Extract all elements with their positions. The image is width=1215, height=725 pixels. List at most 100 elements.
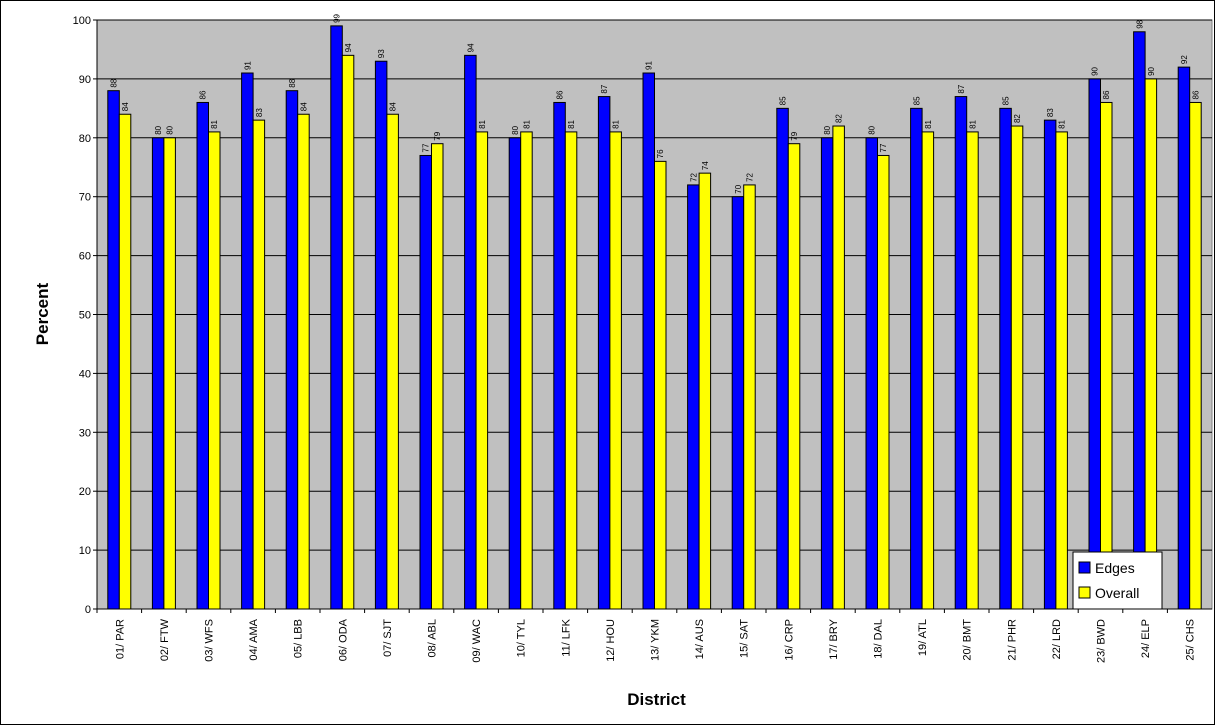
data-label-edges: 80 (511, 125, 520, 134)
bar-edges (597, 96, 611, 610)
x-tick-labels: 01/ PAR 02/ FTW 03/ WFS 04/ AMA 05/ LBB 06/ O… (114, 618, 1196, 663)
bar-edges (241, 72, 254, 610)
bar-edges (910, 107, 923, 610)
data-label-edges: 94 (466, 43, 475, 52)
bar-edges (865, 137, 878, 610)
y-tick-label: 50 (79, 310, 91, 322)
data-label-overall: 79 (433, 131, 442, 140)
bar-overall (1144, 78, 1158, 610)
x-tick-label: 10/ TYL (516, 619, 528, 657)
data-label-overall: 81 (478, 119, 487, 128)
x-tick-label: 15/ SAT (739, 619, 751, 658)
data-label-edges: 87 (957, 84, 966, 93)
y-tick-label: 100 (73, 15, 91, 27)
data-label-overall: 79 (790, 131, 799, 140)
bar-overall (832, 125, 845, 610)
data-label-overall: 82 (1013, 114, 1022, 123)
y-axis-title: Percent (33, 282, 52, 345)
x-tick-label: 25/ CHS (1185, 619, 1197, 661)
data-label-edges: 80 (823, 125, 832, 134)
x-tick-label: 02/ FTW (159, 618, 171, 661)
x-axis-title: District (627, 690, 686, 709)
bar-overall (609, 131, 622, 610)
data-label-edges: 72 (689, 172, 698, 181)
data-label-edges: 92 (1180, 55, 1189, 64)
data-label-edges: 91 (243, 61, 252, 70)
bar-edges (374, 60, 388, 610)
x-tick-label: 03/ WFS (204, 619, 216, 662)
bar-edges (285, 90, 299, 610)
data-label-overall: 81 (1058, 119, 1067, 128)
y-tick-label: 0 (85, 604, 91, 616)
bar-edges (776, 107, 789, 610)
data-label-edges: 80 (868, 125, 877, 134)
bar-edges (1088, 78, 1101, 610)
bar-overall (698, 172, 712, 610)
bar-edges (330, 25, 343, 610)
bar-edges (954, 96, 968, 610)
bar-overall (297, 113, 310, 610)
x-tick-label: 16/ CRP (783, 619, 795, 661)
data-label-overall: 82 (835, 114, 844, 123)
bar-edges (464, 54, 477, 610)
x-tick-label: 12/ HOU (605, 619, 617, 662)
bar-overall (564, 131, 578, 610)
x-tick-label: 17/ BRY (828, 618, 840, 659)
x-tick-label: 08/ ABL (427, 619, 439, 658)
data-label-overall: 81 (210, 119, 219, 128)
x-tick-label: 05/ LBB (293, 619, 305, 658)
x-tick-label: 13/ YKM (650, 619, 662, 661)
data-label-overall: 81 (924, 119, 933, 128)
data-label-overall: 81 (522, 119, 531, 128)
y-tick-label: 60 (79, 251, 91, 263)
y-tick-label: 20 (79, 486, 91, 498)
y-tick-label: 30 (79, 427, 91, 439)
bar-overall (118, 113, 132, 610)
data-label-overall: 86 (1191, 90, 1200, 99)
data-label-edges: 85 (1002, 96, 1011, 105)
bar-edges (731, 196, 745, 610)
bar-edges (553, 101, 566, 610)
bar-edges (419, 154, 432, 610)
x-tick-label: 09/ WAC (471, 619, 483, 663)
y-tick-label: 90 (79, 74, 91, 86)
legend: Edges Overall (1072, 551, 1163, 610)
bar-overall (966, 131, 979, 610)
bar-overall (386, 113, 399, 610)
bar-overall (921, 131, 935, 610)
bar-overall (431, 143, 444, 610)
x-tick-label: 01/ PAR (114, 619, 126, 659)
data-label-overall: 74 (701, 161, 710, 170)
bar-overall (520, 131, 533, 610)
x-tick-label: 21/ PHR (1006, 619, 1018, 661)
legend-swatch-overall (1078, 586, 1091, 599)
bar-edges (687, 184, 700, 610)
data-label-overall: 81 (968, 119, 977, 128)
bar-overall (1055, 131, 1068, 610)
bar-overall (475, 131, 489, 610)
y-tick-label: 10 (79, 545, 91, 557)
legend-label-edges: Edges (1095, 560, 1135, 576)
data-label-overall: 81 (612, 119, 621, 128)
bar-overall (1189, 101, 1202, 610)
data-label-edges: 99 (333, 13, 342, 22)
x-tick-label: 23/ BWD (1096, 619, 1108, 663)
y-tick-labels: 0 10 20 30 40 50 60 70 80 90 100 (73, 15, 91, 616)
bar-overall (252, 119, 266, 610)
bar-overall (1010, 125, 1024, 610)
bar-edges (820, 137, 834, 610)
x-tick-label: 11/ LFK (560, 618, 572, 656)
data-label-edges: 77 (422, 143, 431, 152)
data-label-edges: 85 (912, 96, 921, 105)
bar-edges (107, 90, 120, 610)
data-label-overall: 83 (255, 108, 264, 117)
x-tick-label: 19/ ATL (917, 619, 929, 656)
x-tick-label: 24/ ELP (1140, 619, 1152, 658)
x-tick-label: 22/ LRD (1051, 619, 1063, 659)
data-label-overall: 77 (879, 143, 888, 152)
data-label-edges: 98 (1135, 19, 1144, 28)
x-tick-label: 07/ SJT (382, 619, 394, 657)
data-label-overall: 84 (121, 102, 130, 111)
bar-edges (1177, 66, 1191, 610)
